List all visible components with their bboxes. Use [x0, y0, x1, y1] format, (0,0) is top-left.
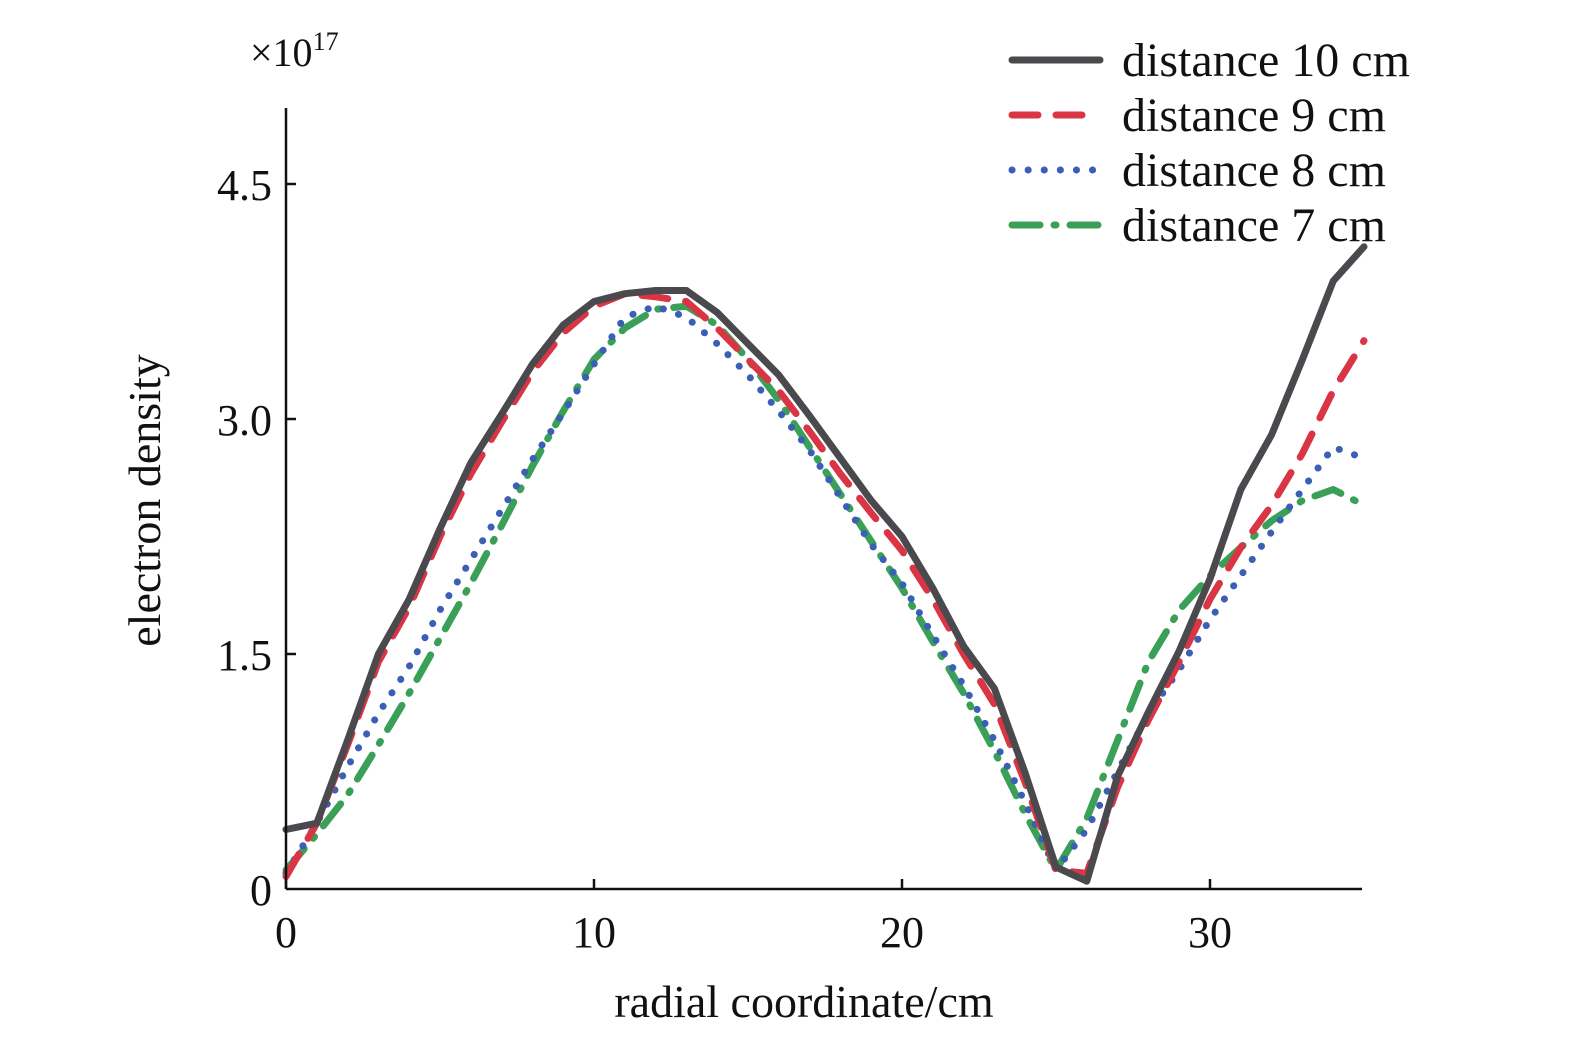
series-line-distance-7-cm: [282, 302, 1368, 874]
x-tick-label: 10: [572, 908, 616, 957]
y-ticks: 0 1.5 3.0 4.5: [217, 161, 296, 915]
x-ticks: 0 10 20 30: [275, 879, 1232, 957]
x-tick-label: 30: [1188, 908, 1232, 957]
series-line-distance-8-cm: [282, 302, 1368, 877]
x-tick-label: 0: [275, 908, 297, 957]
legend-label: distance 9 cm: [1122, 89, 1386, 142]
y-axis-multiplier-exponent: 17: [313, 27, 339, 56]
legend-label: distance 10 cm: [1122, 34, 1410, 87]
y-tick-label: 4.5: [217, 161, 272, 210]
y-tick-label: 0: [250, 866, 272, 915]
axes: 0 10 20 30 0 1.5 3.0 4.5: [217, 108, 1362, 957]
y-axis-multiplier-base: ×10: [250, 30, 313, 75]
y-axis-label: electron density: [119, 354, 170, 647]
x-axis-label: radial coordinate/cm: [614, 976, 994, 1027]
legend-label: distance 7 cm: [1122, 199, 1386, 252]
plot-series: [282, 243, 1368, 885]
series-line-distance-10-cm: [282, 243, 1368, 885]
y-tick-label: 1.5: [217, 631, 272, 680]
x-tick-label: 20: [880, 908, 924, 957]
y-axis-multiplier: ×1017: [250, 27, 339, 75]
y-tick-label: 3.0: [217, 396, 272, 445]
legend-label: distance 8 cm: [1122, 144, 1386, 197]
